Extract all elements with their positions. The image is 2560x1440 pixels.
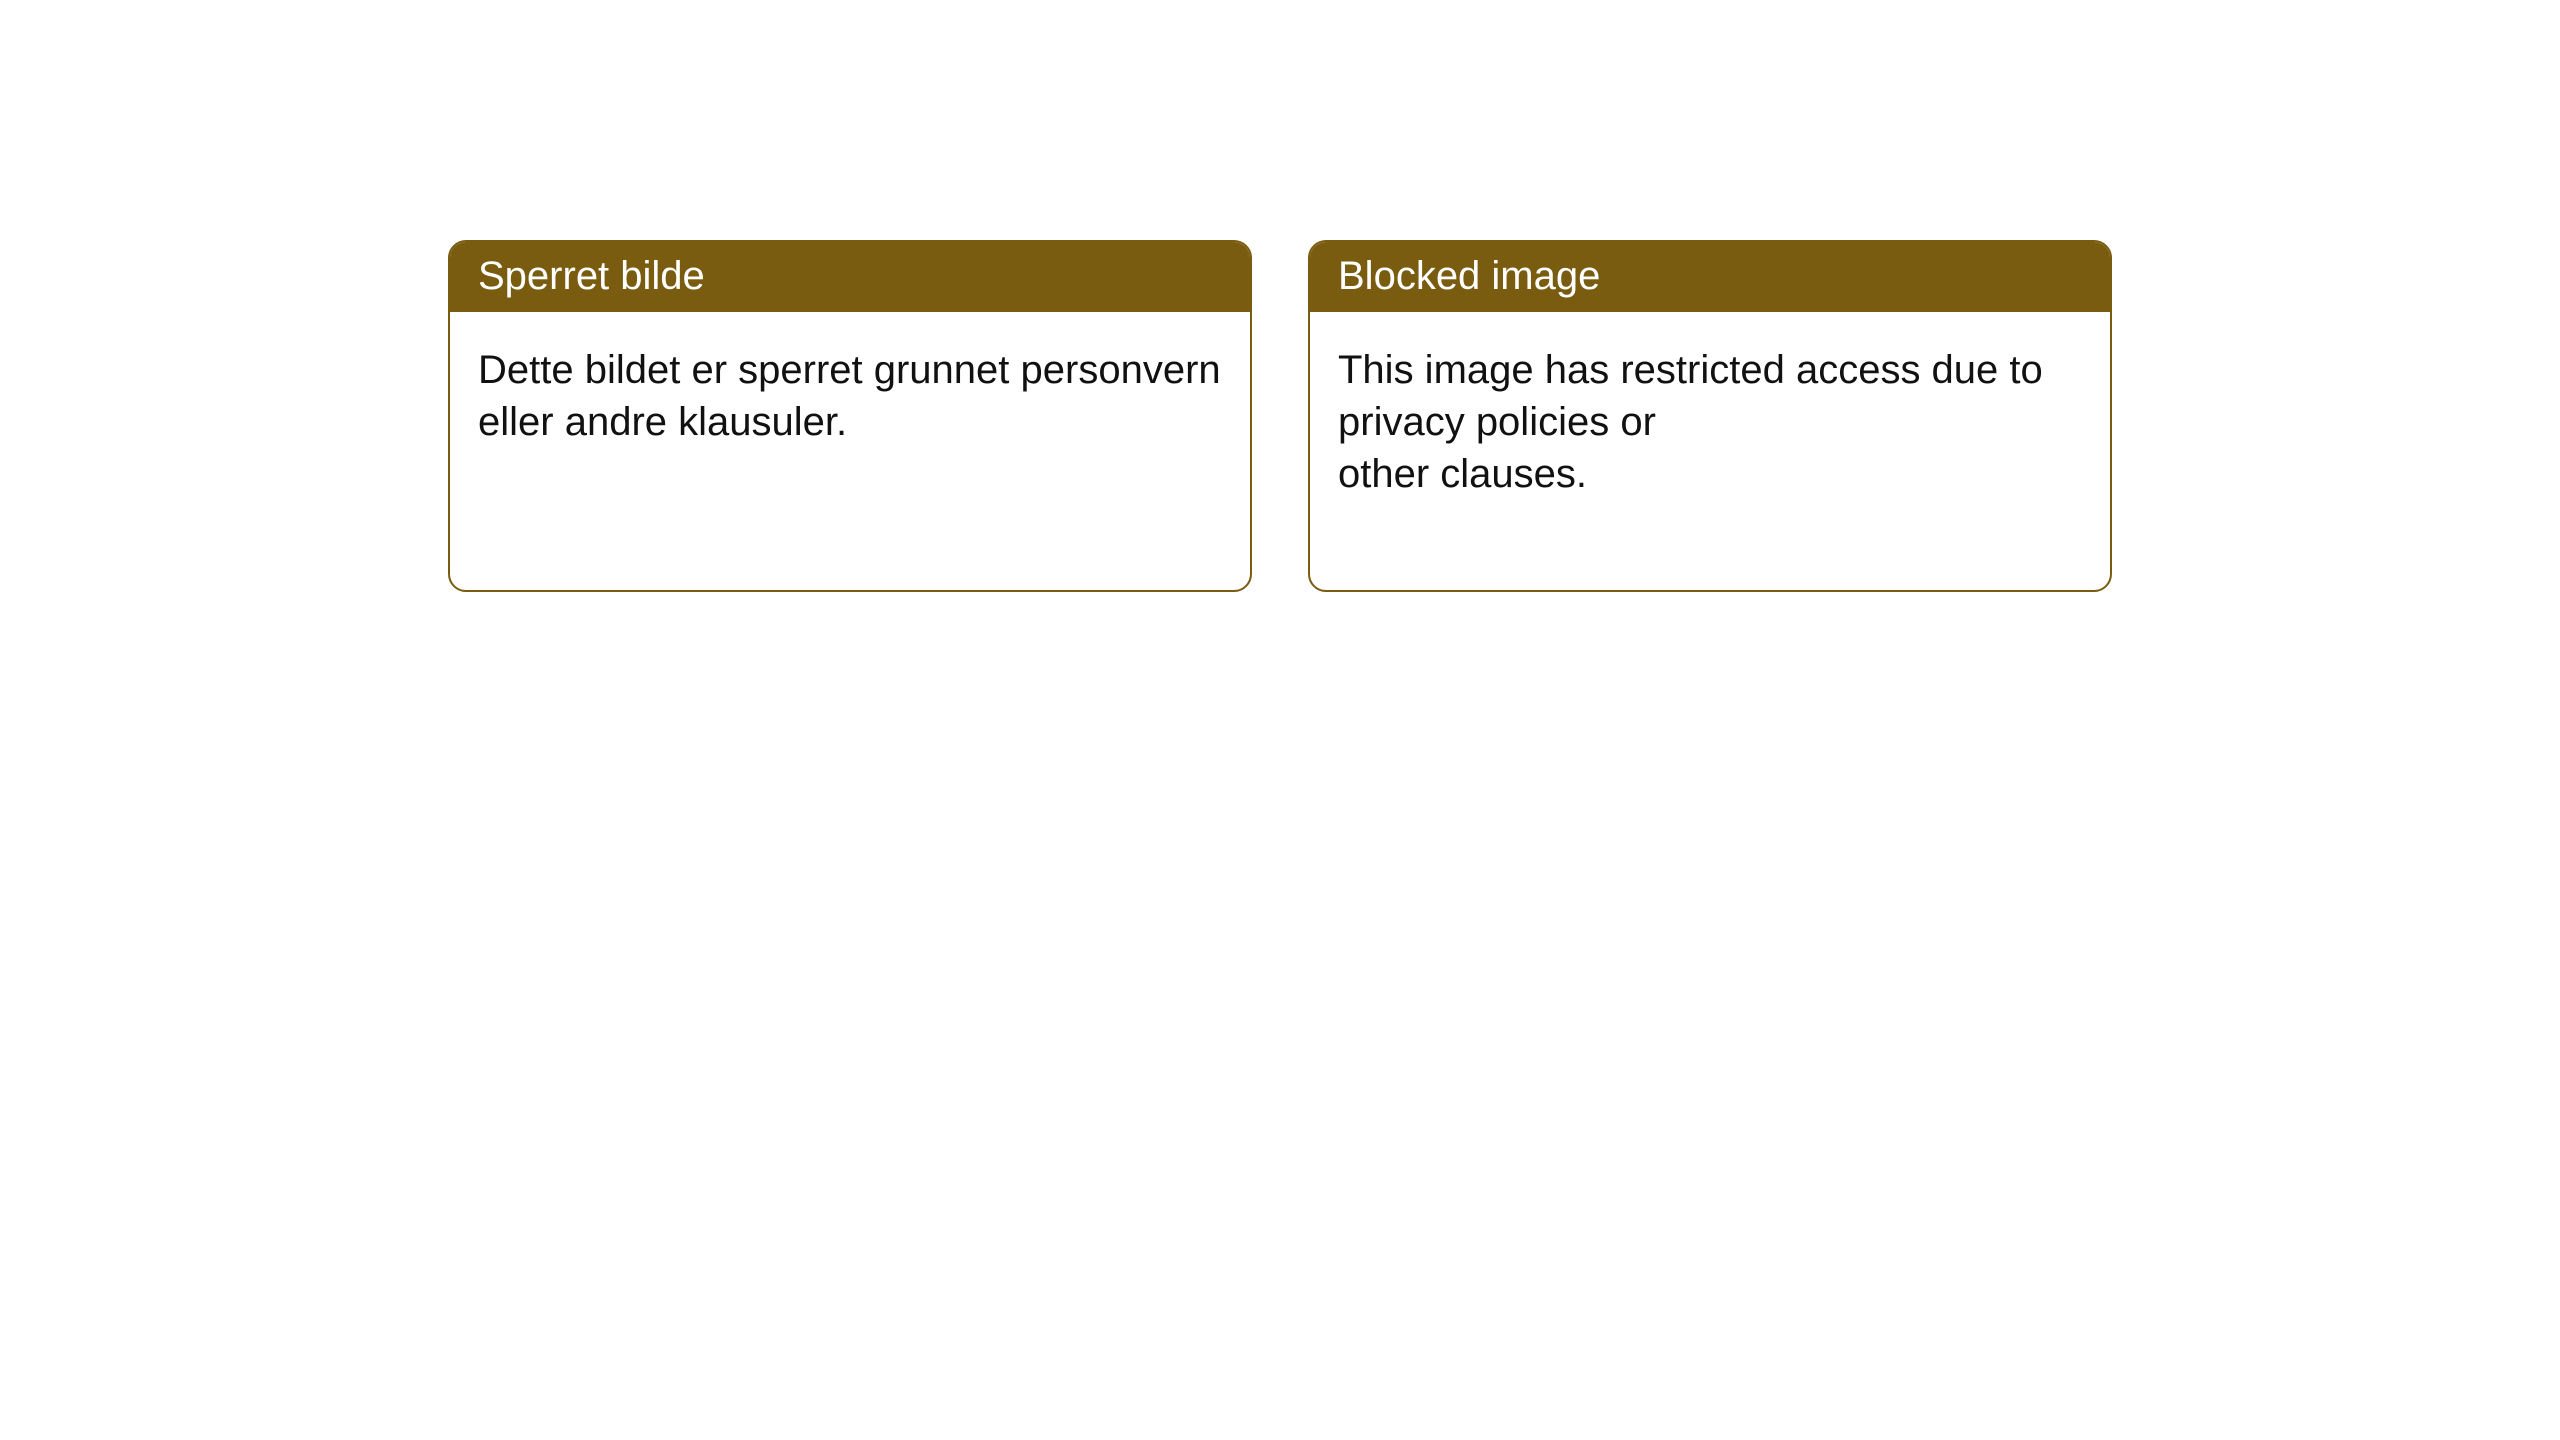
notice-body-norwegian: Dette bildet er sperret grunnet personve… xyxy=(450,312,1250,538)
notice-card-norwegian: Sperret bilde Dette bildet er sperret gr… xyxy=(448,240,1252,592)
notice-header-norwegian: Sperret bilde xyxy=(450,242,1250,312)
notice-body-english: This image has restricted access due to … xyxy=(1310,312,2110,590)
notice-card-english: Blocked image This image has restricted … xyxy=(1308,240,2112,592)
notice-header-english: Blocked image xyxy=(1310,242,2110,312)
notice-container: Sperret bilde Dette bildet er sperret gr… xyxy=(448,240,2112,592)
